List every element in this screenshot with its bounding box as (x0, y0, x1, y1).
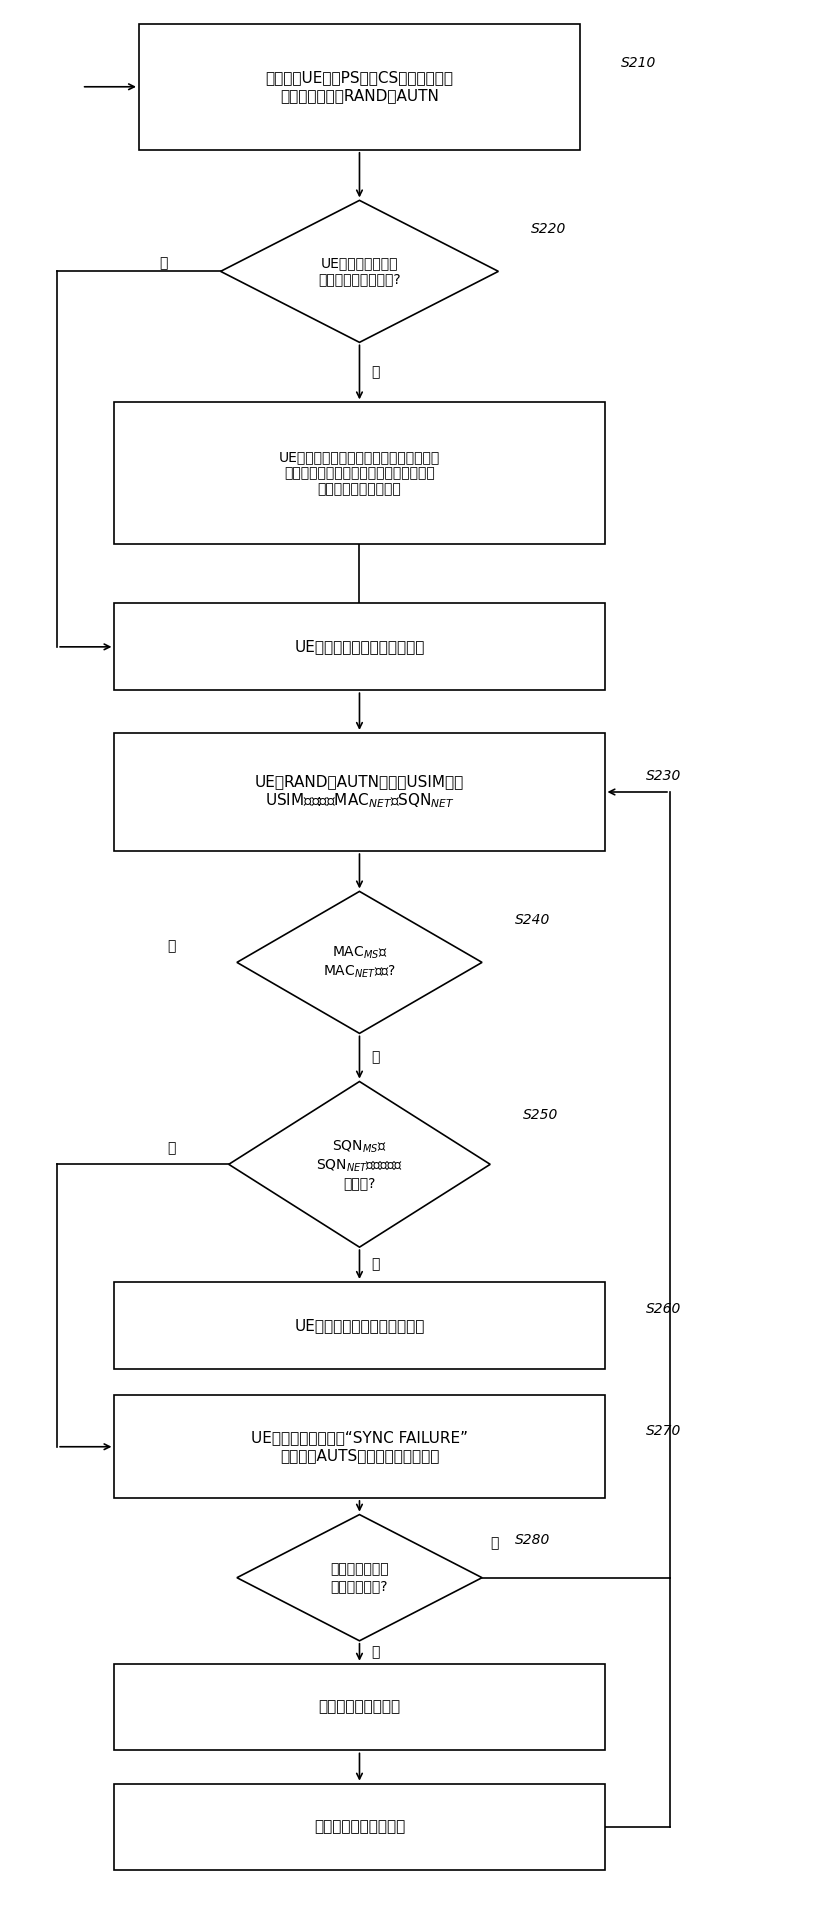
Text: 网络侧计算鉴权五元组: 网络侧计算鉴权五元组 (314, 1819, 405, 1835)
Polygon shape (237, 892, 482, 1033)
Text: S210: S210 (621, 55, 656, 71)
Text: SQN$_{MS}$和
SQN$_{NET}$符合同步检
查规则?: SQN$_{MS}$和 SQN$_{NET}$符合同步检 查规则? (316, 1138, 403, 1189)
Text: 否: 否 (167, 1142, 176, 1155)
Text: 是: 是 (372, 365, 380, 380)
Text: S260: S260 (645, 1302, 681, 1317)
Text: S270: S270 (645, 1424, 681, 1437)
Text: 否: 否 (372, 1646, 380, 1659)
Text: UE将新收到的鉴权请求缓存，待当前处理
中的另一个域的鉴权请求处理完毕后，开
始处理缓存的鉴权请求: UE将新收到的鉴权请求缓存，待当前处理 中的另一个域的鉴权请求处理完毕后，开 始… (279, 451, 440, 496)
FancyBboxPatch shape (114, 403, 605, 544)
FancyBboxPatch shape (114, 733, 605, 851)
Text: MAC$_{MS}$和
MAC$_{NET}$相等?: MAC$_{MS}$和 MAC$_{NET}$相等? (323, 945, 396, 979)
Text: 否: 否 (167, 939, 176, 954)
FancyBboxPatch shape (114, 1663, 605, 1751)
Text: S240: S240 (515, 913, 550, 926)
Text: UE开始处理新收到的鉴权请求: UE开始处理新收到的鉴权请求 (294, 640, 425, 655)
Text: S280: S280 (515, 1533, 550, 1546)
FancyBboxPatch shape (114, 1783, 605, 1871)
FancyBboxPatch shape (139, 23, 580, 151)
Text: S230: S230 (645, 769, 681, 783)
FancyBboxPatch shape (114, 1281, 605, 1369)
Text: 网络侧判定鉴权失败: 网络侧判定鉴权失败 (319, 1699, 400, 1714)
Text: S220: S220 (531, 221, 566, 237)
Polygon shape (237, 1514, 482, 1642)
Text: 是: 是 (372, 1258, 380, 1271)
Text: 是: 是 (372, 1050, 380, 1065)
Text: 否: 否 (159, 256, 167, 271)
Text: 是: 是 (490, 1537, 498, 1550)
Text: UE将RAND和AUTN传递给USIM卡，
USIM卡解析出MAC$_{NET}$和SQN$_{NET}$: UE将RAND和AUTN传递给USIM卡， USIM卡解析出MAC$_{NET}… (255, 773, 464, 809)
FancyBboxPatch shape (114, 1395, 605, 1499)
Text: 是第一次鉴权的
鉴权失败消息?: 是第一次鉴权的 鉴权失败消息? (330, 1563, 389, 1592)
Polygon shape (229, 1082, 490, 1247)
Text: UE向网络侧发送鉴权成功消息: UE向网络侧发送鉴权成功消息 (294, 1317, 425, 1332)
Polygon shape (221, 200, 498, 342)
Text: UE是否有处理中的
另一个域的鉴权请求?: UE是否有处理中的 另一个域的鉴权请求? (318, 256, 401, 286)
Text: 网络侧向UE通过PS域或CS域发出鉴权请
求，其中携带有RAND和AUTN: 网络侧向UE通过PS域或CS域发出鉴权请 求，其中携带有RAND和AUTN (266, 71, 453, 103)
Text: UE向网络侧回复携带“SYNC FAILURE”
原因值和AUTS参数的鉴权失败消息: UE向网络侧回复携带“SYNC FAILURE” 原因值和AUTS参数的鉴权失败… (251, 1430, 468, 1462)
FancyBboxPatch shape (114, 603, 605, 691)
Text: S250: S250 (523, 1107, 558, 1122)
